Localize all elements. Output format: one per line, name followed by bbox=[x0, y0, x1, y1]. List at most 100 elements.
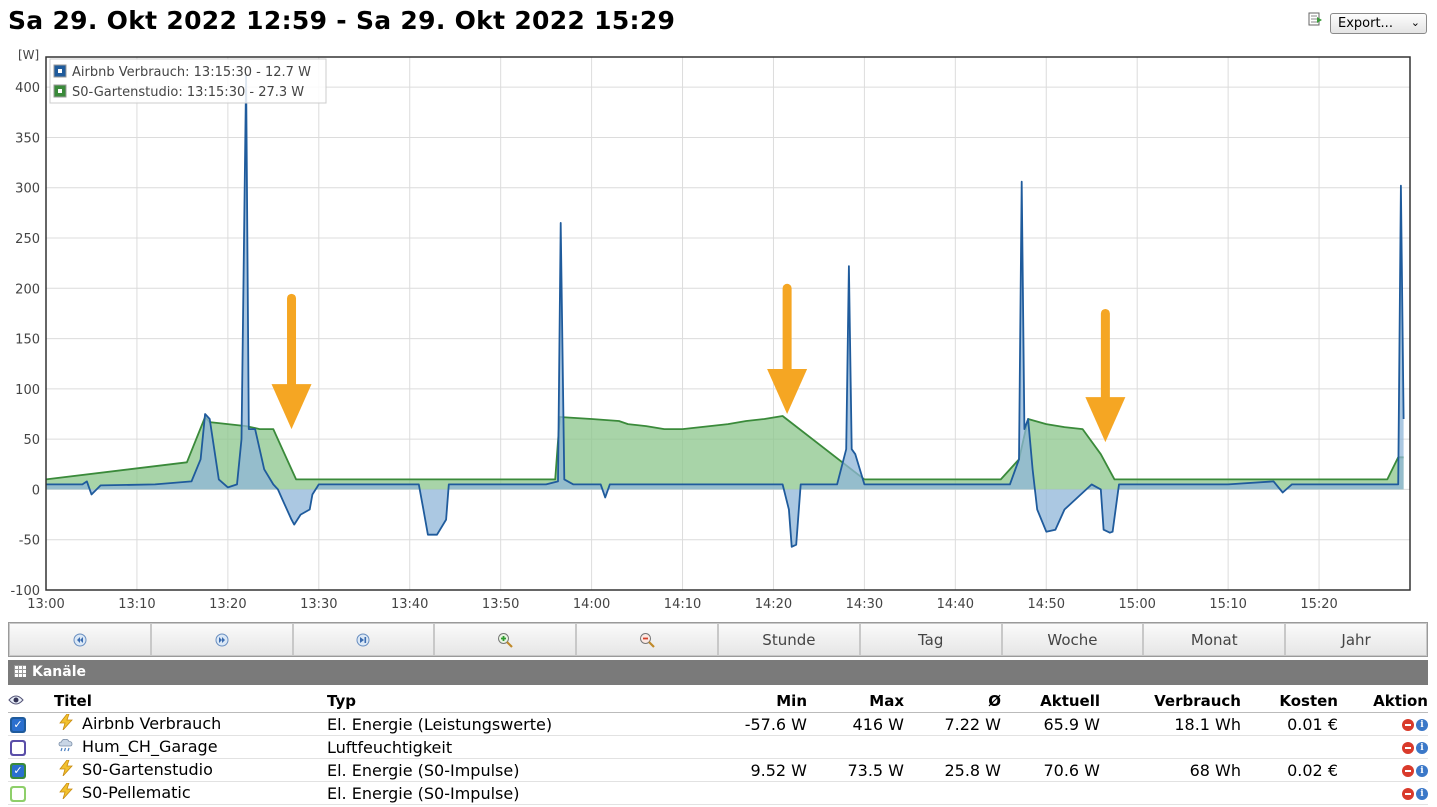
channel-title-cell[interactable]: Airbnb Verbrauch bbox=[46, 712, 327, 736]
visibility-checkbox[interactable]: ✓ bbox=[10, 717, 26, 733]
channel-consumption: 68 Wh bbox=[1100, 758, 1241, 782]
channel-actions: i bbox=[1338, 781, 1428, 805]
x-tick-label: 15:20 bbox=[1300, 597, 1337, 612]
channel-max bbox=[807, 735, 904, 759]
type-column-header[interactable]: Typ bbox=[327, 690, 637, 713]
table-row[interactable]: ✓ Airbnb Verbrauch El. Energie (Leistungsw… bbox=[8, 712, 1428, 736]
cost-column-header[interactable]: Kosten bbox=[1241, 690, 1338, 713]
channel-avg bbox=[904, 781, 1001, 805]
hour-button[interactable]: Stunde bbox=[717, 623, 860, 656]
channel-max bbox=[807, 781, 904, 805]
export-select[interactable]: Export... ⌄ bbox=[1330, 13, 1427, 34]
channel-current: 70.6 W bbox=[1001, 758, 1100, 782]
legend-swatch-dot bbox=[58, 89, 62, 93]
zoom-in-button[interactable] bbox=[434, 623, 577, 656]
fast-forward-icon bbox=[215, 633, 229, 646]
current-column-header[interactable]: Aktuell bbox=[1001, 690, 1100, 713]
channel-consumption: 18.1 Wh bbox=[1100, 712, 1241, 736]
visibility-cell: ✓ bbox=[8, 758, 46, 782]
info-icon[interactable]: i bbox=[1416, 742, 1428, 754]
delete-icon[interactable] bbox=[1402, 742, 1414, 754]
x-tick-label: 13:00 bbox=[27, 597, 64, 612]
channel-max: 416 W bbox=[807, 712, 904, 736]
forward-button[interactable] bbox=[150, 623, 293, 656]
visibility-checkbox[interactable] bbox=[10, 786, 26, 802]
lightning-icon bbox=[58, 759, 74, 780]
channel-max: 73.5 W bbox=[807, 758, 904, 782]
channel-consumption bbox=[1100, 735, 1241, 759]
x-tick-label: 13:10 bbox=[118, 597, 155, 612]
series-line-1[interactable] bbox=[45, 415, 1404, 481]
cloud-rain-icon bbox=[58, 737, 74, 757]
x-tick-label: 14:10 bbox=[664, 597, 701, 612]
info-icon[interactable]: i bbox=[1416, 788, 1428, 800]
table-row[interactable]: ✓ S0-Gartenstudio El. Energie (S0-Impulse)… bbox=[8, 758, 1428, 782]
back-button[interactable] bbox=[9, 623, 151, 656]
export-select-value: Export... bbox=[1338, 16, 1393, 31]
max-column-header[interactable]: Max bbox=[807, 690, 904, 713]
legend-box bbox=[49, 58, 327, 104]
info-icon[interactable]: i bbox=[1416, 765, 1428, 777]
delete-icon[interactable] bbox=[1402, 788, 1414, 800]
title-column-header[interactable]: Titel bbox=[46, 690, 327, 713]
channel-min: -57.6 W bbox=[637, 712, 807, 736]
page-title: Sa 29. Okt 2022 12:59 - Sa 29. Okt 2022 … bbox=[8, 6, 676, 35]
avg-column-header[interactable]: Ø bbox=[904, 690, 1001, 713]
table-row[interactable]: S0-Pellematic El. Energie (S0-Impulse) i bbox=[8, 781, 1428, 805]
series-area-1 bbox=[46, 416, 1404, 490]
table-row[interactable]: Hum_CH_Garage Luftfeuchtigkeit i bbox=[8, 735, 1428, 759]
delete-icon[interactable] bbox=[1402, 765, 1414, 777]
channel-cost: 0.02 € bbox=[1241, 758, 1338, 782]
y-tick-label: -100 bbox=[10, 584, 40, 599]
visibility-checkbox[interactable]: ✓ bbox=[10, 763, 26, 779]
lightning-icon bbox=[58, 713, 74, 734]
channel-type: El. Energie (S0-Impulse) bbox=[327, 781, 637, 805]
y-tick-label: -50 bbox=[19, 534, 40, 549]
x-tick-label: 13:20 bbox=[209, 597, 246, 612]
y-tick-label: 50 bbox=[23, 433, 40, 448]
action-column-header: Aktion bbox=[1338, 690, 1428, 713]
channel-title-cell[interactable]: S0-Pellematic bbox=[46, 781, 327, 805]
min-column-header[interactable]: Min bbox=[637, 690, 807, 713]
visibility-cell: ✓ bbox=[8, 712, 46, 736]
month-button[interactable]: Monat bbox=[1143, 623, 1286, 656]
series-line-0[interactable] bbox=[46, 74, 1405, 548]
export-icon[interactable] bbox=[1308, 11, 1324, 27]
annotation-arrow-head bbox=[1085, 397, 1126, 443]
legend-label: S0-Gartenstudio: 13:15:30 - 27.3 W bbox=[72, 85, 304, 100]
channel-current: 65.9 W bbox=[1001, 712, 1100, 736]
channel-cost: 0.01 € bbox=[1241, 712, 1338, 736]
channel-min bbox=[637, 735, 807, 759]
zoom-out-button[interactable] bbox=[576, 623, 718, 656]
end-button[interactable] bbox=[292, 623, 435, 656]
chart[interactable]: -100 -50 0 50 100 150 200 250 300 350 400 13:00 13:1… bbox=[0, 40, 1437, 618]
channel-title-cell[interactable]: Hum_CH_Garage bbox=[46, 735, 327, 759]
table-icon bbox=[14, 665, 26, 677]
day-button[interactable]: Tag bbox=[859, 623, 1002, 656]
visibility-checkbox[interactable] bbox=[10, 740, 26, 756]
table-header-row: Titel Typ Min Max Ø Aktuell Verbrauch Ko… bbox=[8, 690, 1428, 713]
info-icon[interactable]: i bbox=[1416, 719, 1428, 731]
delete-icon[interactable] bbox=[1402, 719, 1414, 731]
y-tick-label: 0 bbox=[32, 483, 40, 498]
channel-cost bbox=[1241, 735, 1338, 759]
channel-avg: 25.8 W bbox=[904, 758, 1001, 782]
x-tick-label: 14:50 bbox=[1028, 597, 1065, 612]
channel-actions: i bbox=[1338, 735, 1428, 759]
year-button[interactable]: Jahr bbox=[1285, 623, 1427, 656]
x-tick-label: 13:40 bbox=[391, 597, 428, 612]
plot-border bbox=[45, 56, 1411, 591]
channel-title-cell[interactable]: S0-Gartenstudio bbox=[46, 758, 327, 782]
annotation-arrow-head bbox=[271, 384, 312, 430]
visibility-column-header bbox=[8, 690, 46, 713]
lightning-icon bbox=[58, 782, 74, 803]
x-tick-label: 13:30 bbox=[300, 597, 337, 612]
week-button[interactable]: Woche bbox=[1001, 623, 1144, 656]
channel-title: S0-Pellematic bbox=[82, 782, 191, 802]
channels-section-header[interactable]: Kanäle bbox=[8, 660, 1428, 685]
channel-consumption bbox=[1100, 781, 1241, 805]
consumption-column-header[interactable]: Verbrauch bbox=[1100, 690, 1241, 713]
channel-title: Airbnb Verbrauch bbox=[82, 713, 222, 733]
channel-title: S0-Gartenstudio bbox=[82, 759, 213, 779]
y-axis-label: [W] bbox=[18, 48, 39, 62]
